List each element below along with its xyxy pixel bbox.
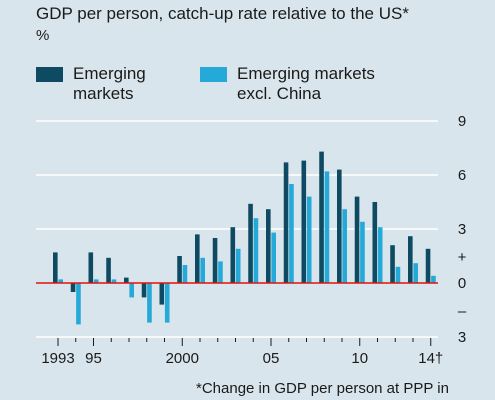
bar-emerging-markets-excl-china-2008 [324, 171, 330, 283]
bar-emerging-markets-2003 [230, 227, 236, 283]
positive-sign-label: + [458, 249, 467, 266]
y-tick-label: 6 [458, 167, 466, 184]
x-tick-label: 95 [85, 350, 102, 367]
bar-emerging-markets-1996 [106, 257, 111, 283]
bar-emerging-markets-2007 [301, 160, 307, 283]
bar-emerging-markets-excl-china-1996 [111, 279, 117, 283]
bar-emerging-markets-1995 [88, 252, 94, 283]
chart-title: GDP per person, catch-up rate relative t… [36, 4, 409, 23]
x-tick-label: 05 [263, 350, 280, 367]
bar-emerging-markets-2004 [248, 203, 253, 283]
bar-emerging-markets-excl-china-2003 [235, 248, 241, 283]
bar-emerging-markets-excl-china-2010 [360, 221, 365, 283]
y-tick-label: 0 [458, 275, 466, 292]
bar-emerging-markets-2010 [354, 196, 360, 283]
bar-emerging-markets-excl-china-2000 [182, 265, 188, 283]
bar-emerging-markets-1999 [159, 283, 165, 305]
bar-emerging-markets-excl-china-2007 [306, 196, 312, 283]
bar-emerging-markets-excl-china-2004 [253, 218, 259, 283]
negative-sign-label: – [458, 303, 467, 320]
bar-emerging-markets-2005 [266, 209, 271, 283]
bar-emerging-markets-excl-china-1998 [147, 283, 152, 323]
bar-emerging-markets-excl-china-2012 [395, 266, 401, 283]
x-tick-label: 1993 [41, 350, 74, 367]
bar-emerging-markets-2012 [390, 245, 395, 283]
bar-emerging-markets-2009 [337, 169, 342, 283]
legend-swatch-emerging-markets [36, 67, 63, 82]
bar-emerging-markets-2002 [212, 238, 218, 283]
bar-emerging-markets-2011 [372, 202, 378, 283]
bar-emerging-markets-2000 [177, 256, 182, 283]
bar-emerging-markets-2006 [283, 162, 289, 283]
bar-emerging-markets-excl-china-2002 [218, 261, 223, 283]
bar-emerging-markets-excl-china-2001 [200, 257, 205, 283]
bar-emerging-markets-excl-china-1995 [93, 279, 99, 283]
bar-emerging-markets-1993 [53, 252, 58, 283]
bar-emerging-markets-2013 [408, 236, 413, 283]
legend-label-emerging-markets: Emerging markets [73, 64, 146, 103]
bar-emerging-markets-1998 [141, 283, 147, 298]
x-tick-label: 2000 [166, 350, 199, 367]
bar-emerging-markets-excl-china-2009 [342, 209, 347, 283]
bar-emerging-markets-2014 [425, 248, 431, 283]
y-tick-label: 3 [458, 221, 466, 238]
y-tick-label: 3 [458, 329, 466, 346]
x-tick-label: 10 [351, 350, 368, 367]
bar-emerging-markets-1997 [124, 277, 129, 283]
bar-emerging-markets-excl-china-1999 [164, 283, 170, 323]
unit-label: % [36, 27, 50, 44]
bar-emerging-markets-2008 [319, 151, 324, 283]
bar-emerging-markets-2001 [195, 234, 200, 283]
bar-emerging-markets-excl-china-2013 [413, 263, 418, 283]
bar-emerging-markets-excl-china-1994 [76, 283, 81, 325]
bar-emerging-markets-excl-china-1997 [129, 283, 134, 298]
footnote: *Change in GDP per person at PPP in [196, 380, 449, 397]
x-tick-label: 14† [418, 350, 443, 367]
bar-emerging-markets-1994 [70, 283, 76, 292]
bar-emerging-markets-excl-china-1993 [58, 279, 63, 283]
y-tick-label: 9 [458, 113, 466, 130]
bar-emerging-markets-excl-china-2006 [289, 184, 294, 283]
legend-swatch-emerging-markets-excl-china [200, 67, 227, 82]
bar-emerging-markets-excl-china-2014 [431, 275, 436, 283]
legend-label-emerging-markets-excl-china: Emerging markets excl. China [237, 64, 375, 103]
bar-emerging-markets-excl-china-2011 [377, 227, 383, 283]
bar-emerging-markets-excl-china-2005 [271, 232, 276, 283]
